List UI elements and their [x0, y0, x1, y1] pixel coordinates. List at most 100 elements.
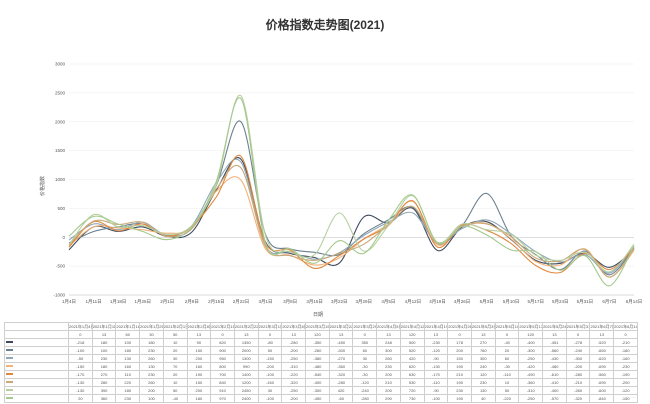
table-cell: 2021年1月4日	[68, 322, 93, 331]
table-cell: 200	[376, 386, 401, 395]
table-cell: -210	[613, 338, 638, 347]
x-tick-label: 4月26日	[454, 299, 471, 305]
table-cell: -270	[328, 354, 354, 363]
table-cell: 30	[162, 354, 188, 363]
table-cell: -80	[257, 338, 283, 347]
table-cell: 2400	[233, 394, 259, 403]
x-tick-label: 4月19日	[429, 299, 446, 305]
table-cell: -360	[518, 378, 544, 387]
table-cell: 230	[91, 354, 117, 363]
data-table: 2021年1月4日2021年1月11日2021年1月18日2021年1月25日2…	[4, 322, 638, 403]
table-cell: -100	[257, 370, 283, 379]
table-cell: -200	[565, 362, 591, 371]
table-cell: 270	[470, 338, 496, 347]
table-cell: -300	[518, 346, 544, 355]
y-axis: 3000 2500 2000 1500 1000 500 0 -500 -1000	[53, 62, 65, 298]
series-line-6	[68, 165, 635, 278]
table-cell: -200	[257, 362, 283, 371]
table-cell: 2000	[233, 346, 259, 355]
table-cell: -230	[613, 362, 638, 371]
table-cell: -240	[352, 386, 378, 395]
table-cell: 900	[210, 346, 235, 355]
table-cell: 390	[91, 386, 117, 395]
table-cell: 230	[139, 370, 164, 379]
table-cell: 2021年3月29日	[352, 322, 378, 331]
table-cell: 1200	[233, 378, 259, 387]
x-tick-label: 2月1日	[160, 299, 174, 305]
table-cell: 13	[589, 330, 615, 339]
table-cell: 2021年2月22日	[233, 322, 259, 331]
table-cell: -570	[542, 394, 567, 403]
table-cell: 13	[281, 330, 307, 339]
table-cell: -100	[423, 394, 449, 403]
y-tick-label: -500	[56, 264, 66, 269]
table-cell: -260	[565, 386, 591, 395]
table-cell: 150	[186, 346, 212, 355]
table-cell: 2021年5月17日	[518, 322, 544, 331]
table-cell: 13	[423, 330, 449, 339]
table-cell: 230	[470, 378, 496, 387]
x-tick-label: 1月25日	[134, 299, 151, 305]
table-cell: 300	[376, 346, 401, 355]
x-tick-label: 1月11日	[85, 299, 101, 305]
table-cell: 0	[613, 330, 638, 339]
table-row: -150 180 160 130 70 160 800 990 -200 -310 -480 -360…	[4, 362, 638, 371]
table-cell: 1300	[233, 354, 259, 363]
table-cell: 2021年1月25日	[139, 322, 164, 331]
table-cell: -120	[352, 378, 378, 387]
row-label	[4, 386, 69, 395]
table-cell: -30	[352, 362, 378, 371]
table-cell: 160	[186, 362, 212, 371]
table-cell: 220	[115, 378, 141, 387]
table-cell: 130	[115, 354, 141, 363]
table-cell: 2021年2月15日	[210, 322, 235, 331]
table-cell: -300	[305, 386, 330, 395]
table-cell: -690	[589, 378, 615, 387]
table-cell: -170	[423, 370, 449, 379]
table-cell: -100	[257, 394, 283, 403]
table-cell: -410	[542, 378, 567, 387]
table-cell: 60	[494, 354, 520, 363]
x-tick-label: 5月31日	[577, 299, 594, 305]
table-cell: 180	[91, 338, 117, 347]
table-cell: 60	[352, 346, 378, 355]
table-cell: 630	[399, 370, 425, 379]
table-cell: 520	[399, 346, 425, 355]
table-cell: 0	[565, 330, 591, 339]
table-cell: -310	[518, 386, 544, 395]
table-cell: -30	[494, 362, 520, 371]
table-cell: 280	[91, 378, 117, 387]
table-cell: 2021年3月15日	[305, 322, 330, 331]
table-cell: -490	[518, 370, 544, 379]
x-tick-label: 2月8日	[185, 299, 199, 305]
legend-swatch	[6, 365, 13, 368]
y-tick-label: 0	[62, 235, 65, 240]
table-cell: -90	[423, 386, 449, 395]
table-cell: -260	[305, 346, 330, 355]
table-cell: 20	[162, 346, 188, 355]
table-row: -170 270 110 230 20 190 700 1400 -100 -220 -540 -32…	[4, 370, 638, 379]
x-tick-label: 5月3日	[480, 299, 494, 305]
table-cell: 50	[257, 346, 283, 355]
table-cell: 190	[447, 394, 472, 403]
table-cell: 50	[162, 386, 188, 395]
table-cell: -170	[68, 370, 93, 379]
table-cell: -90	[423, 354, 449, 363]
table-cell: -240	[565, 346, 591, 355]
table-cell: 180	[186, 394, 212, 403]
table-cell: 13	[328, 330, 354, 339]
table-cell: -180	[613, 346, 638, 355]
table-cell: 260	[376, 354, 401, 363]
x-tick-label: 4月5日	[381, 299, 395, 305]
table-cell: 2450	[233, 386, 259, 395]
table-cell: -250	[518, 354, 544, 363]
table-cell: 2021年6月14日	[613, 322, 638, 331]
table-cell: 230	[115, 394, 141, 403]
x-axis: 1月4日 1月11日 1月18日 1月25日 2月1日 2月8日 2月15日 2月22日 3月1…	[62, 294, 642, 305]
table-cell: 13	[542, 330, 567, 339]
table-cell: 200	[139, 386, 164, 395]
series-line-1	[68, 157, 635, 268]
y-tick-label: -1000	[53, 293, 65, 298]
table-row: -218 180 100 180 10 90 820 1350 -80 -280 -350 -450 3…	[4, 338, 638, 347]
